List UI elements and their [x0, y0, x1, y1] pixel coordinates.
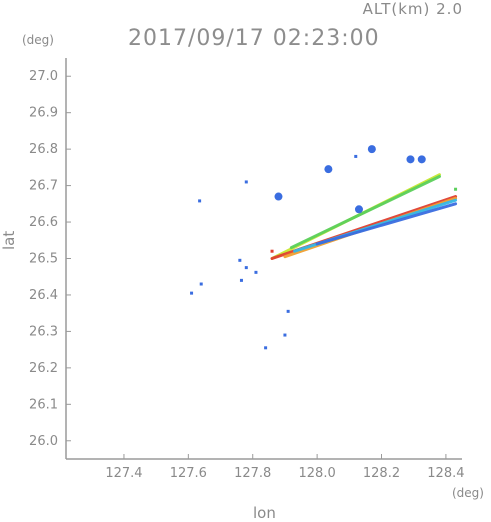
y-tick-label: 26.2 [29, 361, 58, 376]
echo-point [254, 270, 258, 274]
y-tick-label: 26.6 [29, 215, 58, 230]
echo-blob [274, 192, 283, 201]
y-tick-label: 27.0 [29, 69, 58, 84]
x-tick-label: 127.4 [105, 466, 142, 481]
y-tick-label: 26.7 [29, 179, 58, 194]
plot-frame [65, 58, 462, 460]
echo-blob [367, 145, 376, 154]
echo-streak [289, 174, 441, 250]
echo-streak [315, 202, 458, 246]
echo-point [244, 266, 248, 270]
echo-blob [324, 165, 333, 174]
x-tick-label: 128.0 [299, 466, 336, 481]
echo-point [270, 249, 274, 253]
echo-point [283, 333, 287, 337]
echo-point [199, 282, 203, 286]
y-axis-ticks: 26.0 26.1 26.2 26.3 26.4 26.5 26.6 26.7 26.8 26.9… [29, 69, 71, 449]
x-axis-label: lon [253, 504, 276, 522]
echo-blob [406, 155, 415, 164]
y-tick-label: 26.8 [29, 142, 58, 157]
y-tick-label: 26.1 [29, 397, 58, 412]
x-axis-unit: (deg) [452, 486, 484, 500]
x-axis-ticks: 127.4 127.6 127.8 128.0 128.2 128.4 [105, 454, 465, 481]
x-tick-label: 127.8 [234, 466, 271, 481]
echo-point [190, 291, 194, 295]
echo-point [244, 180, 248, 184]
y-tick-label: 26.3 [29, 324, 58, 339]
echo-point [354, 154, 358, 158]
echo-point [286, 309, 290, 313]
y-tick-label: 26.5 [29, 252, 58, 267]
altitude-label: ALT(km) 2.0 [362, 0, 463, 18]
x-tick-label: 128.2 [363, 466, 400, 481]
echo-point [264, 346, 268, 350]
echo-point [454, 187, 458, 191]
echo-blob [417, 155, 426, 164]
echo-point [238, 258, 242, 262]
x-tick-label: 127.6 [170, 466, 207, 481]
y-tick-label: 26.4 [29, 288, 58, 303]
y-axis-unit: (deg) [22, 33, 54, 47]
echo-point [239, 278, 243, 282]
y-tick-label: 26.9 [29, 106, 58, 121]
echo-point [198, 199, 202, 203]
x-tick-label: 128.4 [427, 466, 464, 481]
chart-title-datetime: 2017/09/17 02:23:00 [128, 26, 380, 51]
echo-blob [354, 205, 363, 214]
y-tick-label: 26.0 [29, 434, 58, 449]
data-marks [190, 145, 458, 350]
